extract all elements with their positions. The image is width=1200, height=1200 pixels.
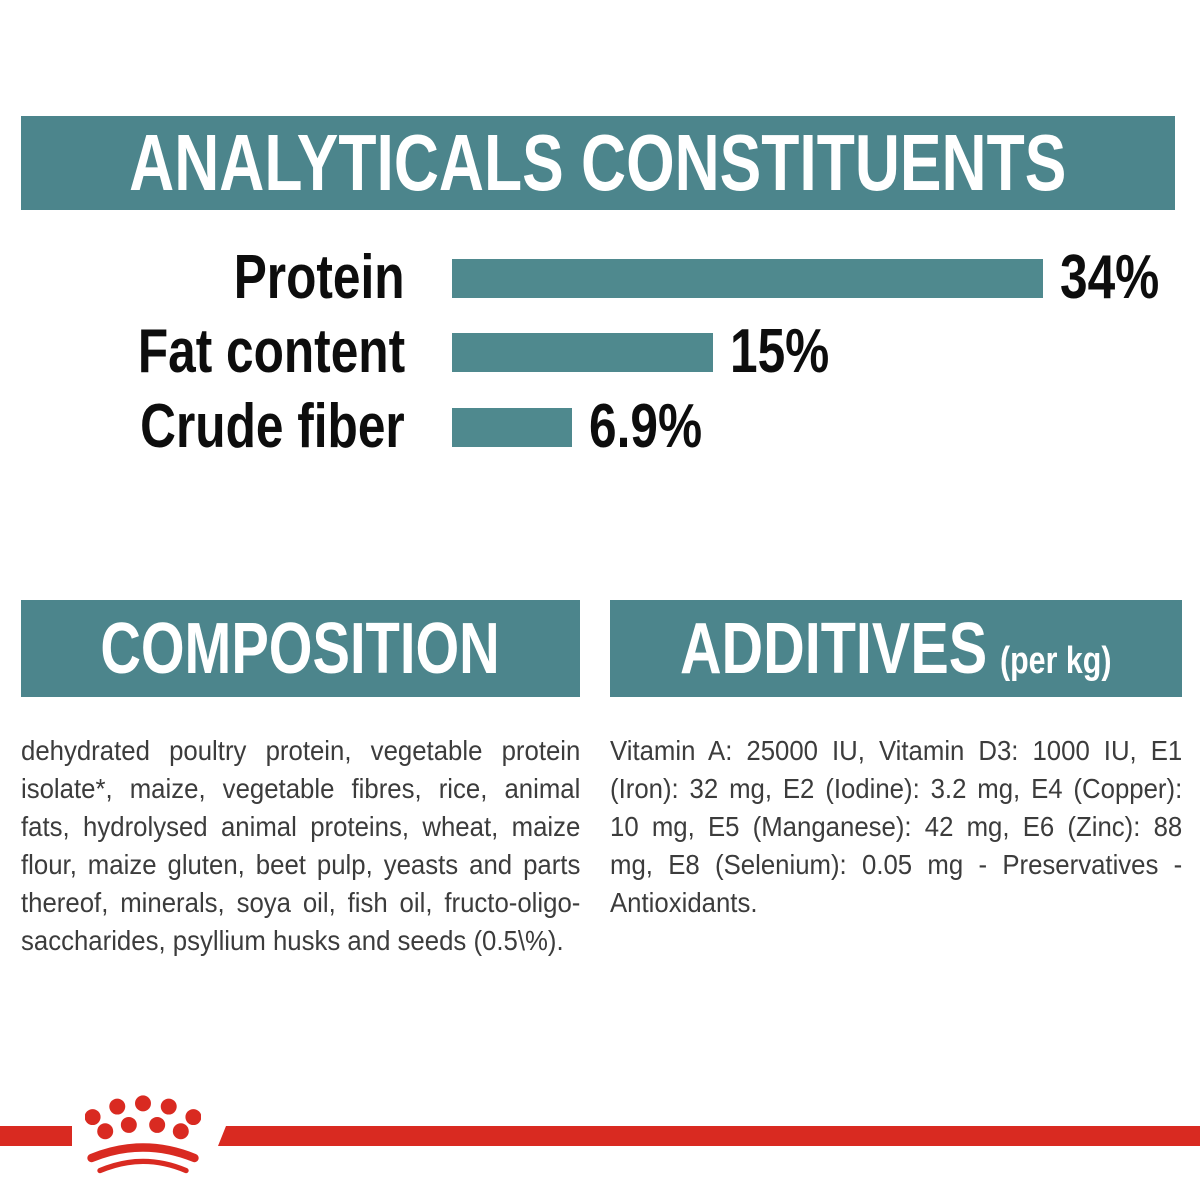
chart-row-fat-content: Fat content 15% (0, 319, 1200, 385)
analyticals-title: ANALYTICALS CONSTITUENTS (129, 118, 1067, 207)
bar-label-protein: Protein (234, 243, 405, 312)
red-divider-right (218, 1126, 1200, 1146)
bar-label-fat-content: Fat content (137, 317, 405, 386)
bar-value-fat-content: 15% (729, 317, 829, 386)
bar-protein (452, 258, 1043, 298)
bar-fat-content (452, 332, 713, 372)
bar-value-crude-fiber: 6.9% (588, 392, 702, 461)
analyticals-header-banner: ANALYTICALS CONSTITUENTS (21, 116, 1175, 210)
bar-value-protein: 34% (1059, 243, 1160, 312)
royal-canin-crown-logo (85, 1095, 201, 1174)
bar-crude-fiber (452, 407, 572, 447)
composition-header-banner: COMPOSITION (21, 600, 580, 697)
additives-header-banner: ADDITIVES (per kg) (610, 600, 1182, 697)
additives-body-text: Vitamin A: 25000 IU, Vitamin D3: 1000 IU… (610, 735, 1183, 918)
composition-title: COMPOSITION (100, 608, 501, 689)
additives-title: ADDITIVES (680, 608, 988, 689)
chart-row-protein: Protein 34% (0, 245, 1200, 311)
additives-title-group: ADDITIVES (per kg) (680, 613, 1112, 685)
additives-unit-label: (per kg) (1000, 639, 1112, 682)
red-divider-left (0, 1126, 72, 1146)
composition-body-text: dehydrated poultry protein, vegetable pr… (21, 735, 581, 956)
chart-row-crude-fiber: Crude fiber 6.9% (0, 394, 1200, 460)
bar-label-crude-fiber: Crude fiber (140, 392, 405, 461)
